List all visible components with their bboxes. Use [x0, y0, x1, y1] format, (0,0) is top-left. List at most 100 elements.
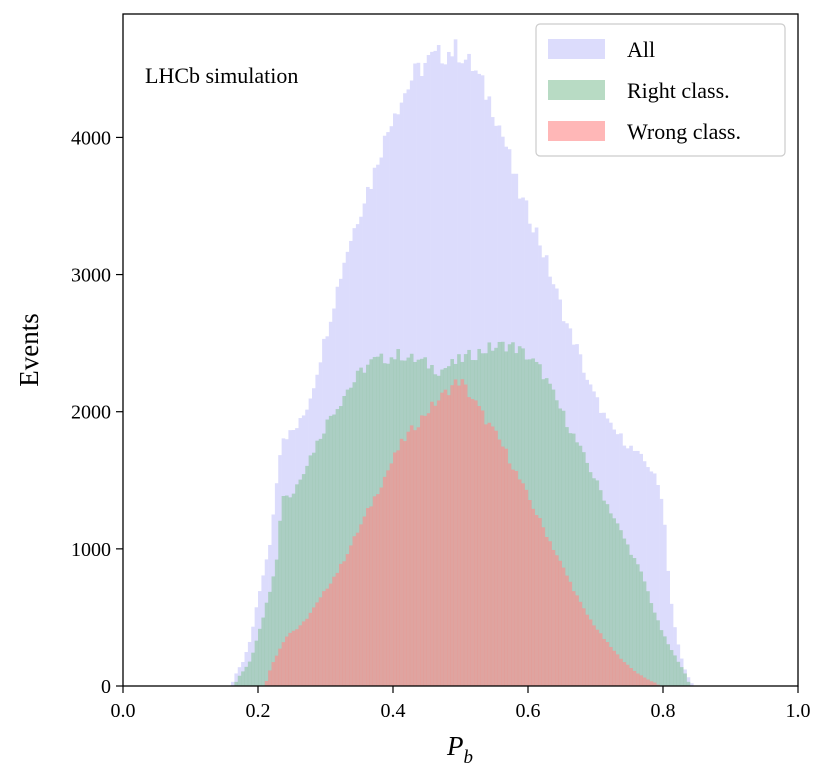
bar-wrong-class: [271, 662, 276, 686]
bar-all: [656, 485, 660, 686]
bar-right-class: [619, 530, 623, 686]
bar-wrong-class: [511, 469, 515, 686]
bar-wrong-class: [565, 575, 569, 686]
bar-wrong-class: [264, 680, 269, 686]
bar-wrong-class: [480, 410, 485, 686]
bar-wrong-class: [274, 655, 279, 686]
bar-right-class: [568, 433, 573, 686]
bar-wrong-class: [507, 463, 512, 686]
bar-wrong-class: [403, 441, 407, 686]
bar-wrong-class: [514, 470, 519, 686]
bar-right-class: [558, 408, 563, 686]
bar-right-class: [652, 612, 657, 686]
bar-wrong-class: [359, 524, 363, 686]
bar-right-class: [582, 452, 586, 686]
bar-wrong-class: [632, 670, 637, 686]
bar-wrong-class: [497, 439, 502, 686]
bar-wrong-class: [642, 677, 647, 686]
bar-wrong-class: [433, 405, 438, 686]
bar-right-class: [646, 591, 650, 686]
bar-wrong-class: [379, 487, 384, 686]
bar-right-class: [602, 500, 606, 686]
bar-wrong-class: [372, 496, 377, 686]
bar-wrong-class: [369, 506, 374, 686]
bar-all: [663, 524, 667, 686]
bar-right-class: [295, 484, 299, 686]
bar-wrong-class: [416, 427, 421, 686]
bar-all: [433, 50, 438, 686]
bar-right-class: [298, 479, 303, 686]
bar-wrong-class: [355, 532, 360, 686]
x-tick-label: 1.0: [786, 700, 811, 722]
bar-right-class: [345, 389, 350, 686]
bar-wrong-class: [352, 536, 357, 686]
bar-wrong-class: [440, 392, 444, 686]
legend-label-all: All: [627, 37, 655, 62]
x-axis-label: Pb: [446, 731, 473, 768]
bar-right-class: [578, 445, 583, 686]
bar-wrong-class: [602, 638, 606, 686]
bar-right-class: [686, 681, 691, 686]
bar-right-class: [318, 438, 323, 686]
bar-wrong-class: [409, 425, 414, 686]
bar-right-class: [629, 554, 633, 686]
bar-right-class: [355, 370, 360, 686]
legend: All Right class. Wrong class.: [535, 23, 786, 157]
x-axis-label-main: P: [446, 731, 464, 761]
legend-swatch-right-class: [548, 80, 605, 100]
bar-right-class: [291, 493, 296, 686]
bar-wrong-class: [430, 401, 434, 686]
bar-right-class: [605, 504, 610, 686]
bar-wrong-class: [295, 629, 299, 686]
bar-right-class: [278, 520, 282, 686]
bar-all: [642, 461, 647, 686]
bar-all: [690, 683, 694, 686]
bar-right-class: [588, 472, 593, 686]
bar-wrong-class: [420, 415, 424, 686]
bar-all: [453, 39, 458, 686]
bar-right-class: [237, 675, 242, 686]
bar-wrong-class: [325, 588, 330, 686]
bar-all: [669, 603, 674, 686]
bar-wrong-class: [460, 379, 465, 686]
bar-wrong-class: [450, 385, 455, 686]
bar-right-class: [622, 538, 627, 686]
bar-wrong-class: [389, 463, 394, 686]
bar-all: [666, 570, 671, 686]
bar-wrong-class: [393, 452, 397, 686]
bar-wrong-class: [561, 567, 566, 686]
bar-right-class: [281, 495, 286, 686]
bar-all: [436, 45, 441, 687]
bar-wrong-class: [585, 614, 590, 686]
bar-wrong-class: [376, 494, 380, 686]
bar-wrong-class: [646, 679, 650, 686]
bar-wrong-class: [308, 612, 313, 686]
bar-wrong-class: [501, 446, 505, 686]
bar-wrong-class: [588, 619, 593, 686]
bar-right-class: [342, 396, 347, 686]
bar-wrong-class: [524, 489, 529, 686]
x-tick-label: 0.2: [246, 700, 271, 722]
bar-wrong-class: [605, 641, 610, 686]
bar-wrong-class: [575, 595, 579, 686]
bar-wrong-class: [615, 654, 620, 686]
histogram-bars: [231, 39, 694, 687]
bar-right-class: [352, 382, 357, 686]
bar-right-class: [656, 620, 660, 686]
bar-right-class: [669, 650, 674, 686]
bar-wrong-class: [541, 527, 546, 686]
bar-wrong-class: [470, 399, 475, 686]
y-tick-label: 0: [101, 676, 111, 698]
legend-swatch-wrong-class: [548, 121, 605, 141]
bar-wrong-class: [477, 405, 482, 686]
bar-wrong-class: [382, 476, 387, 686]
annotation-text: LHCb simulation: [145, 63, 298, 88]
bar-all: [639, 453, 644, 686]
bar-wrong-class: [453, 379, 458, 686]
bar-wrong-class: [322, 591, 326, 686]
bar-right-class: [335, 409, 340, 686]
bar-wrong-class: [335, 572, 340, 686]
bar-right-class: [312, 452, 316, 686]
bar-all: [686, 677, 691, 686]
